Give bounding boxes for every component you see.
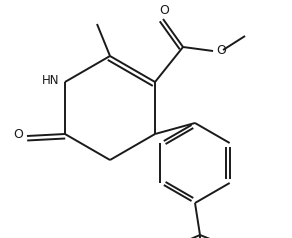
Text: HN: HN (42, 74, 60, 88)
Text: O: O (216, 44, 226, 56)
Text: O: O (13, 129, 23, 142)
Text: O: O (159, 4, 169, 16)
